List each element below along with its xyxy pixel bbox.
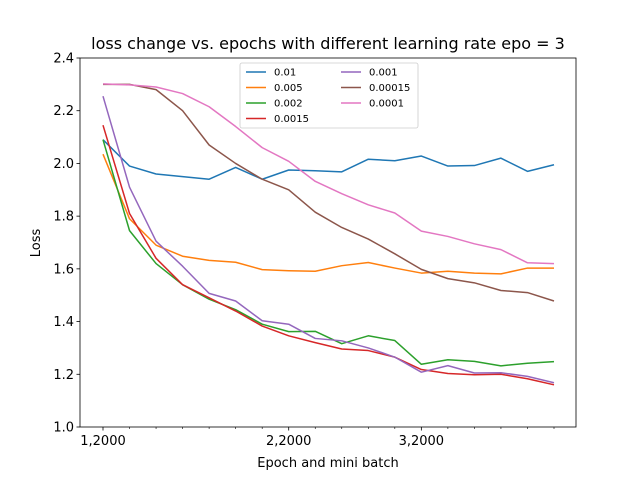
legend: 0.01 0.005 0.002 0.0015 0.001 0.00015 0.0001 [239, 62, 419, 129]
axes-border [79, 57, 577, 428]
x-tick-label: 3,2000 [399, 434, 445, 449]
series-line-0_0001 [102, 83, 555, 265]
series-line-0_01 [102, 139, 555, 180]
y-tick-label: 1.2 [53, 368, 74, 383]
series-line-0_00015 [103, 83, 555, 302]
x-tick-label: 2,2000 [266, 434, 312, 449]
y-tick-label: 2.4 [53, 52, 74, 67]
y-axis: 1.0 1.2 1.4 1.6 1.8 2.0 2.2 2.4 [53, 52, 80, 436]
x-tick-label: 1,2000 [80, 434, 126, 449]
plot-lines [102, 83, 555, 386]
series-line-0_0015 [102, 124, 555, 386]
y-tick-label: 2.0 [53, 157, 74, 172]
y-tick-label: 2.2 [53, 104, 74, 119]
legend-entry-label: 0.0001 [369, 99, 404, 110]
x-axis-label: Epoch and mini batch [257, 456, 399, 471]
x-axis: 1,2000 2,2000 3,2000 [80, 427, 555, 449]
y-tick-label: 1.0 [53, 421, 74, 436]
series-line-0_005 [102, 153, 554, 275]
y-tick-label: 1.4 [53, 315, 74, 330]
legend-entry-label: 0.001 [369, 68, 398, 79]
y-tick-label: 1.6 [53, 262, 74, 277]
legend-box [239, 62, 419, 129]
legend-entry-label: 0.002 [274, 99, 303, 110]
y-tick-label: 1.8 [53, 210, 74, 225]
legend-entry-label: 0.01 [274, 68, 296, 79]
chart-title: loss change vs. epochs with different le… [91, 34, 565, 53]
series-line-0_001 [102, 96, 555, 384]
y-axis-label: Loss [29, 229, 44, 258]
legend-entry-label: 0.0015 [274, 114, 309, 125]
legend-entry-label: 0.00015 [369, 83, 410, 94]
axes-frame [79, 57, 577, 428]
legend-entry-label: 0.005 [274, 83, 303, 94]
